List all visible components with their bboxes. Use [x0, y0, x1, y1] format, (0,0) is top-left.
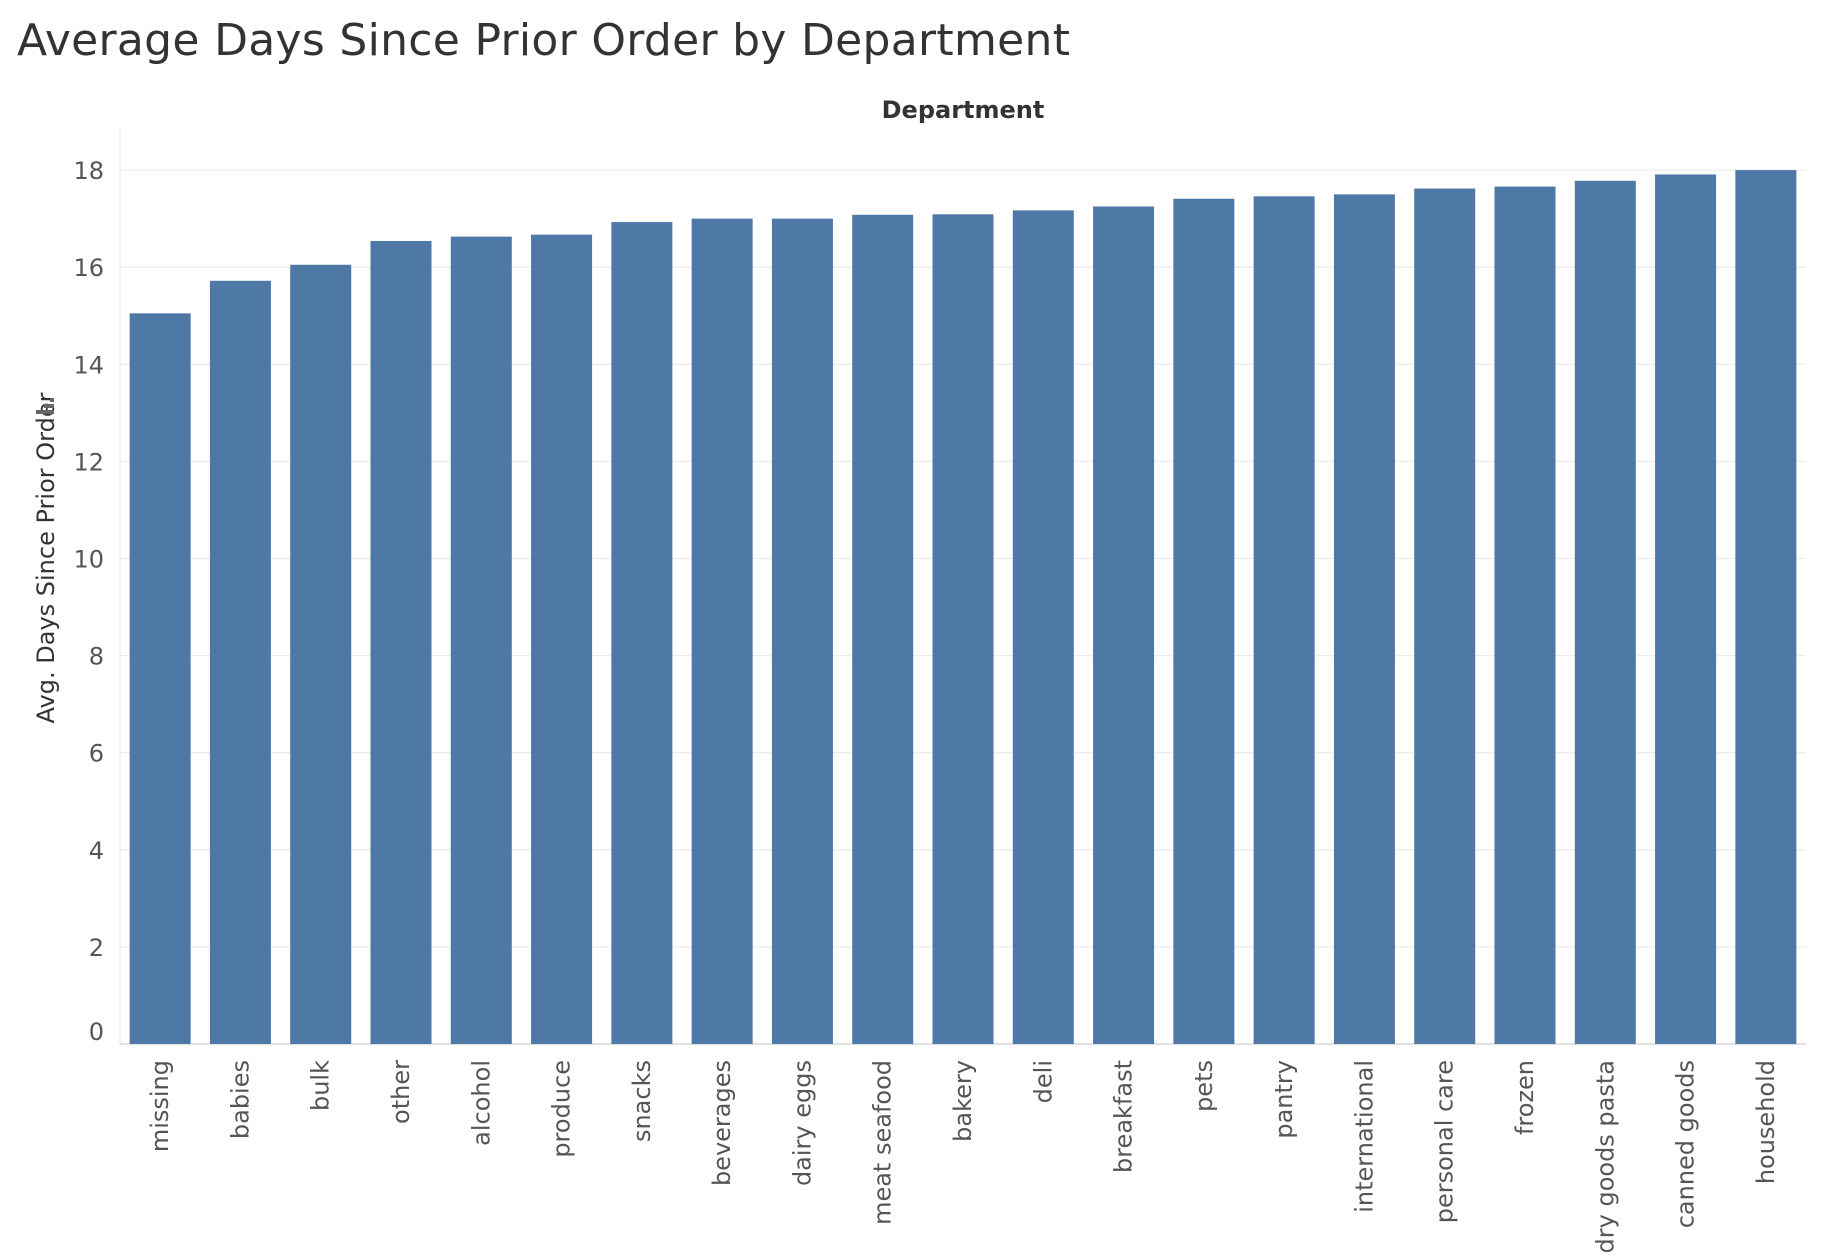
bar-canned-goods[interactable]: [1655, 174, 1717, 1045]
y-tick-label: 8: [89, 643, 104, 671]
x-tick-label: household: [1752, 1060, 1780, 1184]
x-tick-label: produce: [548, 1060, 576, 1158]
bar-breakfast[interactable]: [1093, 206, 1155, 1044]
bar-international[interactable]: [1333, 194, 1395, 1044]
bar-meat-seafood[interactable]: [852, 214, 914, 1045]
y-tick-label: 4: [89, 837, 104, 865]
x-tick-label: dairy eggs: [788, 1060, 816, 1186]
y-axis-ticks: 0 2 4 6 8 10 12 14 16 18: [73, 157, 104, 1046]
bar-snacks[interactable]: [611, 222, 673, 1045]
x-tick-label: snacks: [628, 1060, 656, 1142]
y-tick-label: 16: [73, 254, 104, 282]
x-tick-label: bulk: [307, 1060, 335, 1111]
y-tick-label: 0: [89, 1018, 104, 1046]
y-tick-label: 18: [73, 157, 104, 185]
x-tick-label: bakery: [949, 1060, 977, 1142]
x-tick-label: canned goods: [1672, 1060, 1700, 1228]
bar-frozen[interactable]: [1494, 186, 1556, 1044]
column-header: Department: [882, 96, 1045, 124]
x-tick-label: beverages: [708, 1060, 736, 1186]
x-tick-label: dry goods pasta: [1591, 1060, 1619, 1253]
x-tick-label: pets: [1190, 1060, 1218, 1112]
y-tick-label: 12: [73, 448, 104, 476]
x-tick-label: personal care: [1431, 1060, 1459, 1223]
bar-household[interactable]: [1735, 170, 1797, 1045]
bar-personal-care[interactable]: [1414, 188, 1476, 1044]
bar-bakery[interactable]: [932, 214, 994, 1044]
y-tick-label: 2: [89, 934, 104, 962]
x-tick-label: alcohol: [467, 1060, 495, 1146]
bar-dairy-eggs[interactable]: [771, 218, 833, 1044]
x-axis-ticks: missing babies bulk other alcohol produce snac…: [146, 1060, 1780, 1254]
x-tick-label: babies: [226, 1060, 254, 1139]
y-tick-label: 10: [73, 546, 104, 574]
bar-alcohol[interactable]: [450, 236, 512, 1044]
bar-pantry[interactable]: [1253, 196, 1315, 1044]
y-tick-label: 6: [89, 740, 104, 768]
bar-bulk[interactable]: [290, 264, 352, 1045]
x-tick-label: breakfast: [1110, 1060, 1138, 1173]
x-tick-label: pantry: [1270, 1060, 1298, 1139]
x-tick-label: international: [1350, 1060, 1378, 1213]
y-axis-label[interactable]: Avg. Days Since Prior Order: [32, 392, 60, 723]
bar-produce[interactable]: [531, 234, 593, 1044]
x-tick-label: meat seafood: [869, 1060, 897, 1225]
bar-babies[interactable]: [209, 280, 271, 1044]
bar-beverages[interactable]: [691, 218, 753, 1044]
bar-dry-goods-pasta[interactable]: [1574, 180, 1636, 1044]
bars: [129, 170, 1797, 1045]
x-tick-label: missing: [146, 1060, 174, 1152]
x-tick-label: other: [387, 1060, 415, 1124]
bar-deli[interactable]: [1012, 210, 1074, 1045]
x-tick-label: frozen: [1511, 1060, 1539, 1135]
bar-pets[interactable]: [1173, 198, 1235, 1044]
x-tick-label: deli: [1029, 1060, 1057, 1103]
chart-title: Average Days Since Prior Order by Depart…: [17, 15, 1071, 66]
bar-other[interactable]: [370, 240, 432, 1044]
bar-missing[interactable]: [129, 313, 191, 1044]
y-tick-label: 14: [73, 351, 104, 379]
sort-descending-icon[interactable]: [36, 398, 54, 414]
